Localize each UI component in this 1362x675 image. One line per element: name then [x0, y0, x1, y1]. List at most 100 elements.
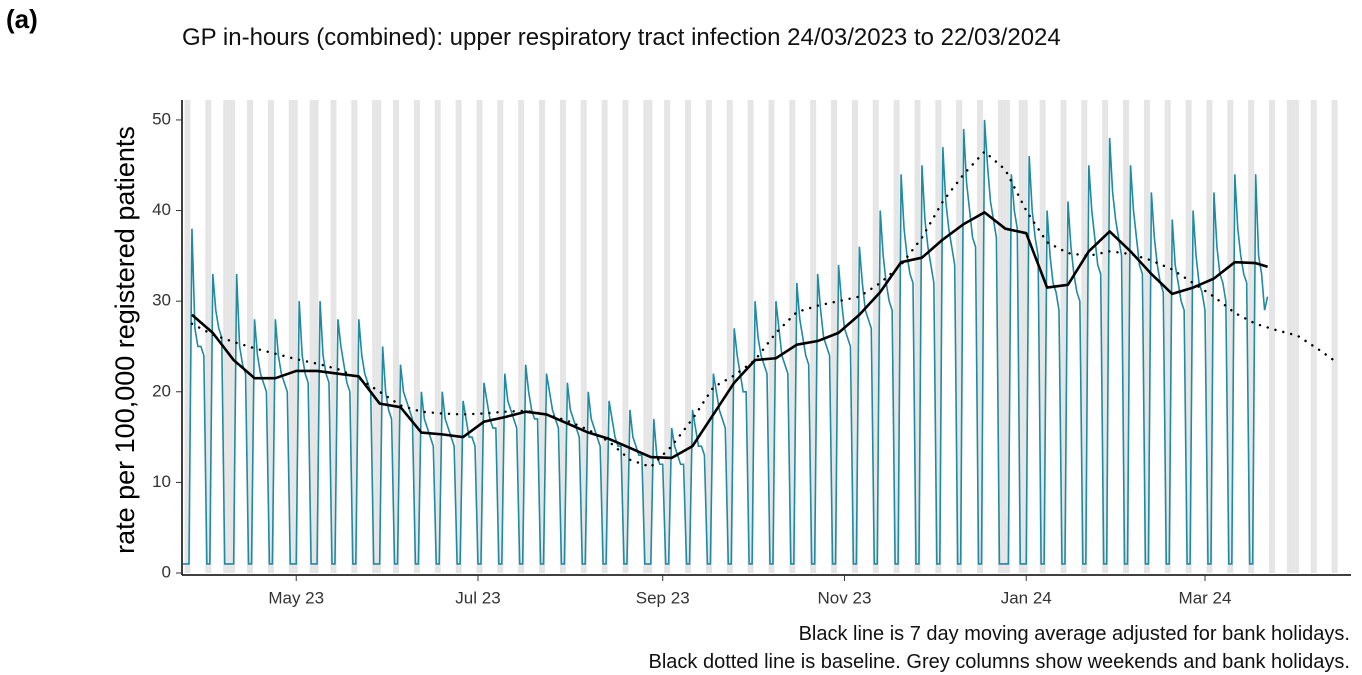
weekend-column — [330, 100, 334, 573]
note: Black dotted line is baseline. Grey colu… — [648, 651, 1350, 673]
weekend-column — [643, 100, 647, 573]
weekend-column — [184, 100, 188, 573]
weekend-column — [372, 100, 376, 573]
weekend-column — [1248, 100, 1252, 573]
weekend-column — [455, 100, 459, 573]
weekend-column — [1018, 100, 1022, 573]
bank-holiday-column — [1295, 100, 1299, 573]
weekend-column — [705, 100, 709, 573]
y-tick-label: 20 — [152, 381, 171, 400]
weekend-column — [747, 100, 751, 573]
weekend-column — [872, 100, 876, 573]
weekend-column — [1269, 100, 1273, 573]
weekend-column — [1227, 100, 1231, 573]
weekend-column — [479, 100, 483, 573]
weekend-column — [896, 100, 900, 573]
x-tick-label: Sep 23 — [636, 588, 690, 607]
weekend-column — [667, 100, 671, 573]
weekend-column — [726, 100, 730, 573]
weekend-column — [333, 100, 337, 573]
weekend-column — [1209, 100, 1213, 573]
weekend-column — [312, 100, 316, 573]
weekend-column — [1310, 100, 1314, 573]
y-tick-label: 10 — [152, 472, 171, 491]
weekend-column — [834, 100, 838, 573]
bank-holiday-column — [1003, 100, 1007, 573]
weekend-column — [539, 100, 543, 573]
weekend-column — [229, 100, 233, 573]
weekend-column — [1272, 100, 1276, 573]
y-axis-label: rate per 100,000 registered patients — [110, 126, 140, 554]
x-tick-label: Jan 24 — [1001, 588, 1052, 607]
weekend-column — [542, 100, 546, 573]
weekend-column — [875, 100, 879, 573]
bank-holiday-column — [1286, 100, 1290, 573]
weekend-column — [708, 100, 712, 573]
weekend-column — [1188, 100, 1192, 573]
weekend-column — [1251, 100, 1255, 573]
weekend-column — [1102, 100, 1106, 573]
weekend-column — [997, 100, 1001, 573]
weekend-column — [625, 100, 629, 573]
x-tick-label: Jul 23 — [455, 588, 500, 607]
weekend-column — [476, 100, 480, 573]
weekend-column — [521, 100, 525, 573]
y-tick-label: 30 — [152, 291, 171, 310]
panel-label: (a) — [6, 4, 38, 34]
chart-title: GP in-hours (combined): upper respirator… — [182, 24, 1061, 51]
weekend-column — [1123, 100, 1127, 573]
weekend-column — [959, 100, 963, 573]
weekend-column — [1105, 100, 1109, 573]
weekend-column — [208, 100, 212, 573]
weekend-column — [1164, 100, 1168, 573]
series-line — [191, 211, 1268, 460]
weekend-column — [768, 100, 772, 573]
weekend-column — [935, 100, 939, 573]
weekend-column — [1143, 100, 1147, 573]
weekend-column — [851, 100, 855, 573]
weekend-column — [813, 100, 817, 573]
weekend-column — [1292, 100, 1296, 573]
weekend-column — [375, 100, 379, 573]
weekend-column — [458, 100, 462, 573]
weekend-column — [792, 100, 796, 573]
weekend-column — [893, 100, 897, 573]
weekend-column — [1126, 100, 1130, 573]
weekend-column — [854, 100, 858, 573]
weekend-column — [247, 100, 251, 573]
weekend-column — [518, 100, 522, 573]
weekend-column — [1063, 100, 1067, 573]
weekend-column — [1331, 100, 1335, 573]
weekend-column — [1313, 100, 1317, 573]
weekend-column — [396, 100, 400, 573]
note: Black line is 7 day moving average adjus… — [798, 623, 1350, 645]
weekend-column — [497, 100, 501, 573]
bank-holiday-column — [232, 100, 236, 573]
weekend-column — [810, 100, 814, 573]
bank-holiday-column — [315, 100, 319, 573]
bank-holiday-column — [649, 100, 653, 573]
y-tick-label: 0 — [162, 562, 171, 581]
weekend-column — [413, 100, 417, 573]
weekend-column — [500, 100, 504, 573]
weekend-column — [789, 100, 793, 573]
y-tick-label: 50 — [152, 109, 171, 128]
weekend-column — [977, 100, 981, 573]
weekend-column — [416, 100, 420, 573]
weekend-column — [1146, 100, 1150, 573]
weekend-column — [1060, 100, 1064, 573]
weekend-column — [1206, 100, 1210, 573]
weekend-column — [351, 100, 355, 573]
weekend-column — [434, 100, 438, 573]
weekend-column — [583, 100, 587, 573]
weekend-column — [288, 100, 292, 573]
bank-holiday-column — [1006, 100, 1010, 573]
weekend-column — [601, 100, 605, 573]
shade-columns — [184, 100, 1338, 573]
x-tick-label: May 23 — [268, 588, 324, 607]
weekend-column — [646, 100, 650, 573]
bank-holiday-column — [294, 100, 298, 573]
weekend-column — [1000, 100, 1004, 573]
weekend-column — [580, 100, 584, 573]
